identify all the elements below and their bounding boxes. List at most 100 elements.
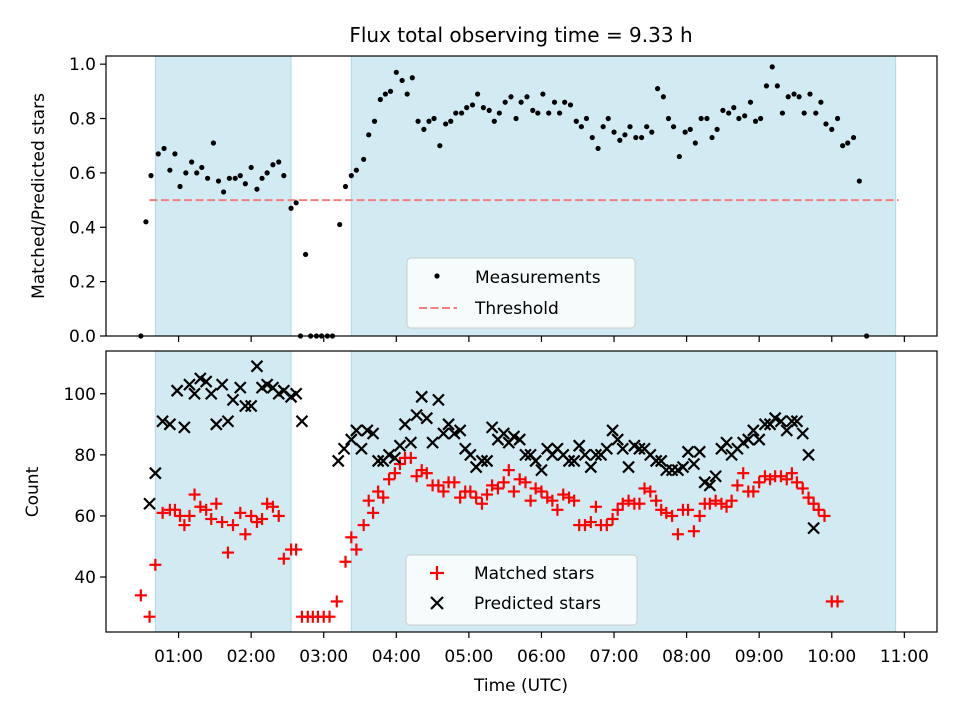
predicted-star-point <box>611 433 624 446</box>
measurement-point <box>818 99 824 105</box>
measurement-point <box>726 110 732 116</box>
matched-star-point <box>807 497 820 510</box>
measurement-point <box>226 175 232 181</box>
predicted-star-point <box>415 390 428 404</box>
top-y-axis: 0.0 0.2 0.4 0.6 0.8 1.0 <box>69 55 106 347</box>
matched-star-point <box>432 479 445 492</box>
matched-star-point <box>535 485 548 498</box>
predicted-star-point <box>345 433 358 446</box>
measurement-point <box>524 94 530 100</box>
measurement-point <box>731 105 737 111</box>
predicted-stars-points <box>143 359 820 535</box>
measurement-point <box>583 115 590 122</box>
measurement-point <box>736 115 742 122</box>
measurement-point <box>687 126 693 132</box>
x-tick-label: 08:00 <box>662 647 711 667</box>
measurement-point <box>742 113 748 119</box>
measurement-point <box>779 110 786 116</box>
matched-star-point <box>410 470 423 483</box>
predicted-star-point <box>589 448 603 462</box>
measurement-point <box>453 110 459 116</box>
measurement-point <box>850 134 857 141</box>
predicted-star-point <box>802 448 815 462</box>
measurement-point <box>426 118 432 124</box>
predicted-star-point <box>244 399 258 413</box>
measurement-point <box>431 115 437 122</box>
measurement-point <box>807 91 813 97</box>
matched-star-point <box>747 485 760 498</box>
legend-matched-marker <box>430 566 444 580</box>
measurement-point <box>578 124 584 130</box>
predicted-star-point <box>758 418 772 431</box>
measurement-point <box>600 124 606 130</box>
measurement-point <box>698 115 704 122</box>
measurement-point <box>518 99 524 105</box>
matched-star-point <box>149 558 162 571</box>
top-axes-frame <box>105 55 938 337</box>
matched-star-point <box>183 509 196 522</box>
matched-star-point <box>134 589 147 602</box>
predicted-star-point <box>687 457 701 471</box>
measurement-point <box>399 77 405 84</box>
x-axis-label: Time (UTC) <box>473 676 568 696</box>
measurement-point <box>856 178 862 184</box>
legend-measurements-marker <box>434 273 440 279</box>
predicted-star-point <box>578 448 592 462</box>
measurement-point <box>486 107 492 113</box>
matched-star-point <box>470 491 483 504</box>
measurement-point <box>633 134 639 141</box>
measurement-point <box>502 99 508 105</box>
x-tick-label: 06:00 <box>517 647 566 667</box>
matched-star-point <box>156 506 169 519</box>
measurement-point <box>480 105 486 111</box>
measurement-point <box>270 162 276 168</box>
measurement-point <box>366 132 372 138</box>
predicted-star-point <box>393 439 407 452</box>
predicted-star-point <box>606 424 619 437</box>
top-y-tick-label: 0.2 <box>69 273 96 293</box>
bottom-y-tick-label: 100 <box>64 385 96 405</box>
count-panel: 40 60 80 100 01:00 02:00 03:00 04:00 05:00 06:00… <box>23 350 938 696</box>
predicted-star-point <box>780 424 794 437</box>
predicted-star-point <box>233 381 247 394</box>
measurement-point <box>649 129 655 135</box>
measurement-point <box>148 173 154 179</box>
matched-star-point <box>357 519 370 532</box>
predicted-star-point <box>654 454 668 468</box>
matched-star-point <box>345 531 358 544</box>
measurement-point <box>421 126 427 132</box>
measurement-point <box>551 99 558 105</box>
predicted-star-point <box>703 479 717 492</box>
matched-star-point <box>188 488 201 501</box>
matched-star-point <box>693 509 706 522</box>
measurement-point <box>199 164 205 171</box>
measurement-point <box>276 159 282 165</box>
matched-star-point <box>568 494 581 507</box>
predicted-star-point <box>720 436 733 449</box>
measurement-point <box>288 205 294 211</box>
matched-star-point <box>350 543 363 556</box>
predicted-star-point <box>250 359 264 373</box>
measurement-point <box>437 143 443 149</box>
predicted-star-point <box>183 378 196 391</box>
matched-star-point <box>216 516 229 529</box>
predicted-star-point <box>796 427 810 440</box>
matched-star-point <box>644 485 657 498</box>
predicted-star-point <box>513 433 526 446</box>
bottom-axes-frame <box>105 350 938 633</box>
matched-star-point <box>210 497 223 510</box>
measurement-point <box>796 94 802 100</box>
matched-star-point <box>600 519 613 532</box>
measurement-point <box>264 170 270 176</box>
matched-star-point <box>377 491 390 504</box>
matched-star-point <box>611 503 624 516</box>
matched-star-point <box>464 485 477 498</box>
measurement-point <box>557 110 563 116</box>
matched-star-point <box>448 476 461 489</box>
legend-threshold-label: Threshold <box>474 299 559 319</box>
predicted-star-point <box>584 460 598 474</box>
predicted-star-point <box>420 411 434 425</box>
predicted-star-point <box>485 421 499 434</box>
predicted-star-point <box>529 454 542 468</box>
matched-star-point <box>497 476 510 489</box>
